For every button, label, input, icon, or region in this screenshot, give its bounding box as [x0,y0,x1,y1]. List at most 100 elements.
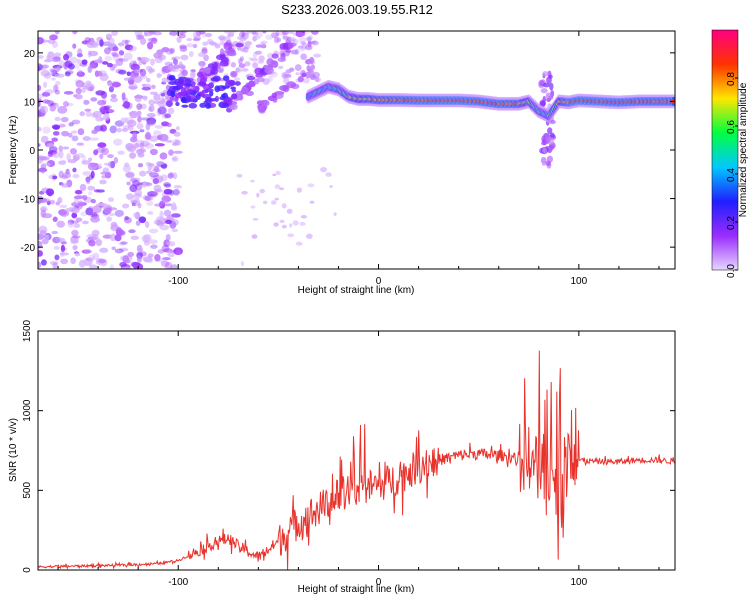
spectral-blob [211,42,218,47]
snr-ylabel: SNR (10 * v/v) [8,418,19,482]
spectral-blob [124,44,134,51]
spectral-blob [85,83,95,92]
spectral-blob [276,37,282,43]
spectral-blob [70,240,79,245]
spectral-blob [325,172,332,177]
spectral-blob [160,174,168,182]
spectral-blob [120,255,128,262]
spectral-blob [147,37,157,42]
spectrogram-ylabel: Frequency (Hz) [8,116,19,185]
spectral-blob [161,46,170,53]
spectral-blob [145,131,151,140]
spectral-blob [172,189,180,196]
spectral-blob [129,110,139,119]
spectral-blob [210,77,220,82]
spectral-blob [178,78,184,85]
spectral-blob [177,91,187,96]
spectral-blob [118,247,129,252]
spectral-blob [99,39,104,47]
spectral-blob [222,102,229,107]
spectral-blob [188,102,198,109]
spectral-blob [38,111,42,118]
spectral-blob [88,206,94,212]
spectral-blob [137,255,142,263]
spectral-blob [40,156,50,161]
spectral-blob [53,245,60,251]
spectral-blob [143,32,148,37]
spectral-blob [52,236,61,244]
spectral-blob [87,185,96,191]
spectral-blob [190,69,196,73]
spectral-blob [51,69,58,74]
spectral-blob [77,200,85,208]
spectral-blob [45,188,55,196]
spectral-blob [309,56,314,65]
spectral-blob [300,41,306,46]
spectral-blob [47,51,55,60]
spectral-blob [110,160,116,169]
spectral-blob [304,31,311,34]
spectral-blob [92,205,102,214]
spectral-blob [52,262,58,269]
spectral-blob [118,69,127,75]
spectral-blob [54,89,61,95]
spectral-blob [99,124,108,132]
spectral-blob [171,228,179,233]
spectral-blob [42,126,51,134]
spectral-blob [72,244,78,251]
spectral-blob [285,69,292,74]
spectral-blob [294,64,302,72]
spectral-blob [38,63,43,71]
spectral-blob [313,53,322,58]
spectral-blob [127,194,137,202]
spectral-blob [279,85,289,91]
spectral-blob [161,77,168,83]
spectral-blob [110,93,117,99]
spectral-blob [61,241,68,245]
spectral-blob [188,50,194,58]
spectral-blob [254,50,262,55]
x-tick-label: 100 [571,577,588,588]
spectral-blob [218,35,226,41]
spectral-blob [219,59,229,67]
spectral-blob [101,98,107,105]
spectral-blob [307,183,315,188]
spectral-blob [107,154,114,159]
spectral-blob [72,245,78,250]
spectral-blob [167,107,175,115]
spectral-blob [169,47,175,54]
spectral-blob [157,249,165,254]
spectral-blob [52,150,60,159]
spectral-blob [97,163,103,169]
spectral-blob [132,60,137,68]
spectral-blob [170,213,181,218]
spectral-blob [171,155,179,162]
spectral-blob [155,216,164,224]
spectral-blob [62,146,70,150]
spectral-blob [163,209,172,217]
spectral-blob [99,247,109,253]
spectral-blob [241,31,246,38]
spectral-blob [122,164,131,173]
y-tick-label: 500 [22,482,33,499]
spectral-blob [197,60,206,66]
spectral-blob [121,266,132,269]
spectral-blob [159,199,168,204]
spectral-blob [250,58,259,62]
spectral-blob [72,43,77,49]
spectral-blob [58,150,64,159]
spectral-blob [110,221,118,228]
spectral-blob [279,187,284,191]
spectral-blob [121,203,130,209]
spectral-blob [88,264,98,269]
spectral-blob [110,226,117,230]
spectral-blob [255,31,264,38]
spectral-blob [109,97,118,103]
spectral-blob [205,96,213,104]
spectral-blob [259,188,266,194]
spectral-blob [54,254,60,261]
spectral-blob [329,185,333,189]
spectral-blob [142,181,147,188]
spectral-blob [95,238,103,247]
spectral-blob [68,56,79,64]
